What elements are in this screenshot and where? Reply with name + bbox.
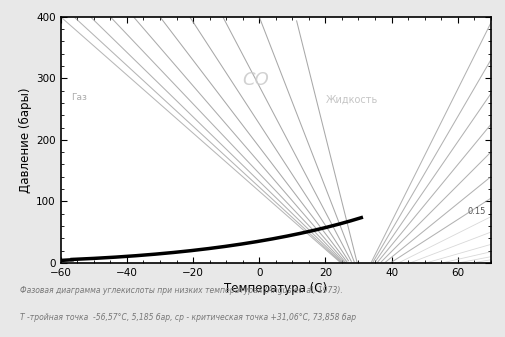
Text: CO: CO (242, 70, 269, 89)
Text: Фазовая диаграмма углекислоты при низких температурах (Angus et. al, 1973).: Фазовая диаграмма углекислоты при низких… (20, 286, 342, 295)
X-axis label: Температура (C): Температура (C) (224, 282, 327, 295)
Text: Газ: Газ (71, 93, 86, 102)
Text: Т -тройная точка  -56,57°C, 5,185 бар, cp - критическая точка +31,06°C, 73,858 б: Т -тройная точка -56,57°C, 5,185 бар, cp… (20, 313, 356, 322)
Text: Жидкость: Жидкость (325, 95, 377, 105)
Y-axis label: Давление (бары): Давление (бары) (19, 87, 32, 193)
Text: 0.15: 0.15 (467, 207, 485, 216)
